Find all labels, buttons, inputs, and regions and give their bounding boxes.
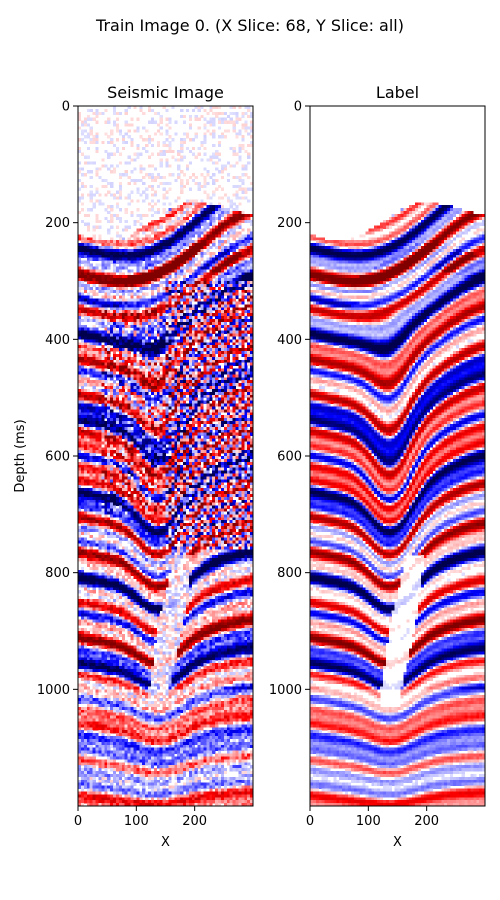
y-tick-label: 1000 (269, 683, 302, 698)
y-tick-label: 800 (45, 566, 70, 581)
y-tick-label: 200 (45, 216, 70, 231)
heatmap-panel-1: Seismic Image 0 100 200 0 200 400 600 800 1000 X De… (13, 83, 253, 850)
panel-title: Label (376, 83, 419, 102)
x-tick-label: 0 (306, 814, 314, 829)
y-tick-label: 0 (294, 100, 302, 115)
panel-title: Seismic Image (107, 83, 224, 102)
x-tick-label: 200 (414, 814, 439, 829)
y-tick-label: 400 (277, 333, 302, 348)
heatmap-panel-2: Label 0 100 200 0 200 400 600 800 1000 X (269, 83, 485, 850)
heatmap-cells (78, 106, 253, 806)
y-tick-label: 200 (277, 216, 302, 231)
y-tick-label: 600 (45, 450, 70, 465)
heatmap-cells (310, 202, 485, 806)
x-tick-label: 200 (182, 814, 207, 829)
y-tick-label: 400 (45, 333, 70, 348)
y-tick-label: 600 (277, 450, 302, 465)
y-tick-label: 0 (62, 100, 70, 115)
x-tick-label: 0 (74, 814, 82, 829)
x-tick-label: 100 (356, 814, 381, 829)
y-axis-label: Depth (ms) (13, 419, 28, 492)
x-axis-label: X (161, 835, 170, 850)
y-tick-label: 800 (277, 566, 302, 581)
x-tick-label: 100 (124, 814, 149, 829)
y-tick-label: 1000 (37, 683, 70, 698)
x-axis-label: X (393, 835, 402, 850)
